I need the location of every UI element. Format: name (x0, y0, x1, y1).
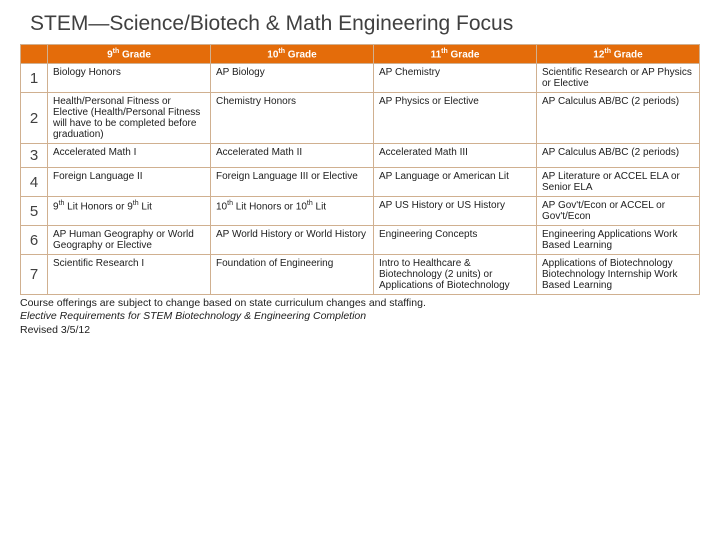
row-number: 4 (21, 168, 48, 197)
row-number: 1 (21, 64, 48, 93)
footer-line1: Course offerings are subject to change b… (20, 297, 700, 310)
table-cell: AP Gov't/Econ or ACCEL or Gov't/Econ (537, 197, 700, 226)
table-cell: AP Human Geography or World Geography or… (48, 226, 211, 255)
table-cell: AP Biology (211, 64, 374, 93)
table-cell: Applications of Biotechnology Biotechnol… (537, 255, 700, 295)
table-cell: AP Calculus AB/BC (2 periods) (537, 144, 700, 168)
table-cell: Engineering Applications Work Based Lear… (537, 226, 700, 255)
table-cell: Intro to Healthcare & Biotechnology (2 u… (374, 255, 537, 295)
table-row: 2Health/Personal Fitness or Elective (He… (21, 93, 700, 144)
col-10th: 10th Grade (211, 45, 374, 64)
table-row: 4Foreign Language IIForeign Language III… (21, 168, 700, 197)
row-number: 2 (21, 93, 48, 144)
col-12th: 12th Grade (537, 45, 700, 64)
table-cell: Foreign Language II (48, 168, 211, 197)
table-cell: 10th Lit Honors or 10th Lit (211, 197, 374, 226)
page-title: STEM—Science/Biotech & Math Engineering … (30, 12, 700, 36)
footer-notes: Course offerings are subject to change b… (20, 297, 700, 336)
table-cell: Engineering Concepts (374, 226, 537, 255)
header-blank (21, 45, 48, 64)
table-cell: AP World History or World History (211, 226, 374, 255)
table-cell: AP Language or American Lit (374, 168, 537, 197)
col-9th: 9th Grade (48, 45, 211, 64)
curriculum-table: 9th Grade 10th Grade 11th Grade 12th Gra… (20, 44, 700, 295)
header-row: 9th Grade 10th Grade 11th Grade 12th Gra… (21, 45, 700, 64)
table-cell: AP Physics or Elective (374, 93, 537, 144)
table-row: 59th Lit Honors or 9th Lit10th Lit Honor… (21, 197, 700, 226)
table-cell: Biology Honors (48, 64, 211, 93)
footer-line3: Revised 3/5/12 (20, 324, 700, 337)
footer-line2: Elective Requirements for STEM Biotechno… (20, 310, 700, 323)
col-11th: 11th Grade (374, 45, 537, 64)
row-number: 5 (21, 197, 48, 226)
table-cell: AP Calculus AB/BC (2 periods) (537, 93, 700, 144)
table-cell: Accelerated Math II (211, 144, 374, 168)
table-cell: AP Chemistry (374, 64, 537, 93)
table-cell: Accelerated Math I (48, 144, 211, 168)
table-row: 1Biology HonorsAP BiologyAP ChemistrySci… (21, 64, 700, 93)
table-cell: AP Literature or ACCEL ELA or Senior ELA (537, 168, 700, 197)
table-cell: Health/Personal Fitness or Elective (Hea… (48, 93, 211, 144)
table-row: 6AP Human Geography or World Geography o… (21, 226, 700, 255)
table-cell: Accelerated Math III (374, 144, 537, 168)
table-cell: Foundation of Engineering (211, 255, 374, 295)
row-number: 6 (21, 226, 48, 255)
row-number: 7 (21, 255, 48, 295)
table-cell: Foreign Language III or Elective (211, 168, 374, 197)
table-cell: 9th Lit Honors or 9th Lit (48, 197, 211, 226)
row-number: 3 (21, 144, 48, 168)
table-row: 3Accelerated Math IAccelerated Math IIAc… (21, 144, 700, 168)
table-row: 7Scientific Research IFoundation of Engi… (21, 255, 700, 295)
table-cell: Scientific Research or AP Physics or Ele… (537, 64, 700, 93)
table-cell: AP US History or US History (374, 197, 537, 226)
table-cell: Chemistry Honors (211, 93, 374, 144)
table-cell: Scientific Research I (48, 255, 211, 295)
